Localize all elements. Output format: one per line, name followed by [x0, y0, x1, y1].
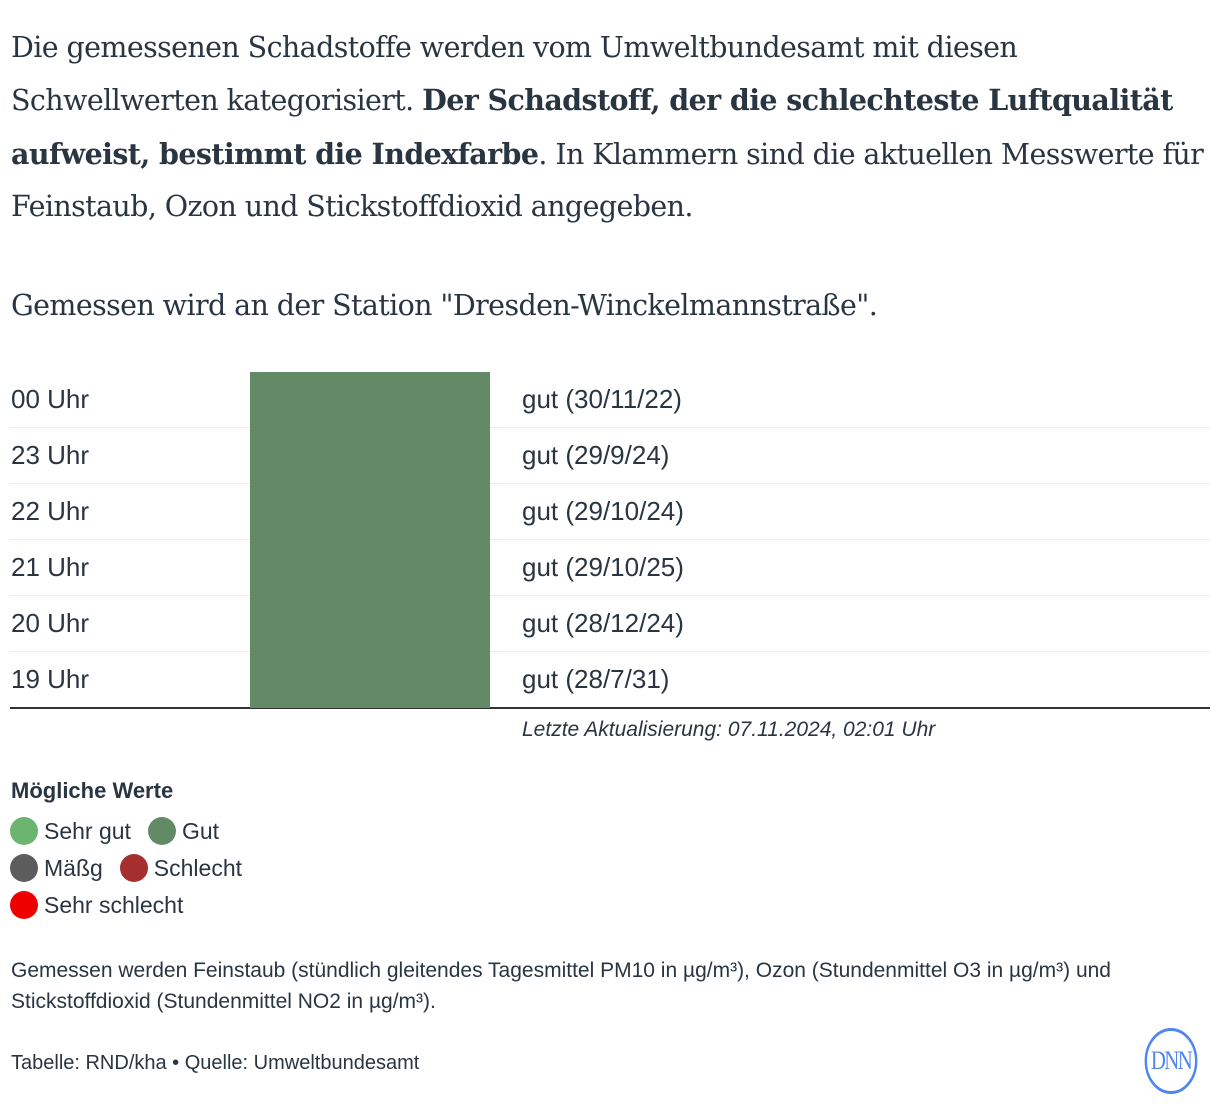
quality-color-cell [250, 428, 490, 484]
table-row: 19 Uhr gut (28/7/31) [10, 652, 1210, 709]
table-row: 21 Uhr gut (29/10/25) [10, 540, 1210, 596]
quality-color-cell [250, 484, 490, 540]
quality-value: gut (29/10/25) [522, 552, 684, 582]
quality-color-cell [250, 540, 490, 596]
station-text: Gemessen wird an der Station "Dresden-Wi… [11, 289, 878, 322]
hour-label: 21 Uhr [11, 552, 90, 582]
source-credit: Tabelle: RND/kha • Quelle: Umweltbundesa… [11, 1052, 420, 1074]
legend-dot-icon [147, 817, 176, 845]
air-quality-table: 00 Uhr gut (30/11/22) 23 Uhr gut (29/9/24) 2… [10, 372, 1210, 709]
legend-dot-icon [10, 854, 38, 882]
legend-item: Mäßg [10, 851, 103, 885]
legend-label: Schlecht [153, 854, 243, 881]
legend-dot-icon [10, 817, 38, 845]
legend-item: Sehr gut [10, 814, 131, 848]
intro-text-1: Die gemessenen Schadstoffe werden vom Um… [11, 31, 1018, 118]
quality-color-cell [250, 372, 490, 428]
intro-text-2: . In Klammern sind die aktuellen Messwer… [11, 137, 1204, 223]
hour-label: 20 Uhr [11, 608, 90, 638]
legend: Sehr gut Gut Mäßg Schlecht Sehr schlecht [10, 814, 310, 925]
legend-dot-icon [10, 891, 38, 919]
quality-value: gut (29/10/24) [522, 496, 684, 526]
legend-item: Schlecht [119, 851, 243, 885]
hour-label: 22 Uhr [11, 496, 90, 526]
hour-label: 23 Uhr [11, 440, 90, 470]
legend-label: Sehr schlecht [44, 891, 184, 918]
legend-title: Mögliche Werte [11, 778, 174, 803]
hour-label: 00 Uhr [11, 384, 90, 414]
quality-color-cell [250, 652, 490, 708]
table-row: 00 Uhr gut (30/11/22) [10, 372, 1210, 428]
legend-label: Mäßg [44, 854, 103, 881]
intro-paragraph: Die gemessenen Schadstoffe werden vom Um… [11, 22, 1211, 233]
hour-label: 19 Uhr [11, 664, 90, 694]
legend-item: Gut [147, 814, 220, 848]
dnn-logo: DNN [1144, 1028, 1198, 1094]
quality-value: gut (28/12/24) [522, 608, 684, 638]
measurement-note: Gemessen werden Feinstaub (stündlich gle… [11, 959, 1111, 1013]
legend-label: Gut [181, 817, 220, 844]
table-row: 22 Uhr gut (29/10/24) [10, 484, 1210, 540]
legend-label: Sehr gut [44, 817, 131, 844]
quality-value: gut (29/9/24) [522, 440, 670, 470]
quality-color-cell [250, 596, 490, 652]
table-row: 23 Uhr gut (29/9/24) [10, 428, 1210, 484]
quality-value: gut (30/11/22) [522, 384, 682, 414]
last-update: Letzte Aktualisierung: 07.11.2024, 02:01… [522, 718, 936, 741]
table-row: 20 Uhr gut (28/12/24) [10, 596, 1210, 652]
intro-bold-text: Der Schadstoff, der die schlechteste Luf… [11, 83, 1173, 171]
quality-value: gut (28/7/31) [522, 664, 670, 694]
legend-dot-icon [119, 854, 148, 882]
legend-item: Sehr schlecht [10, 888, 183, 922]
